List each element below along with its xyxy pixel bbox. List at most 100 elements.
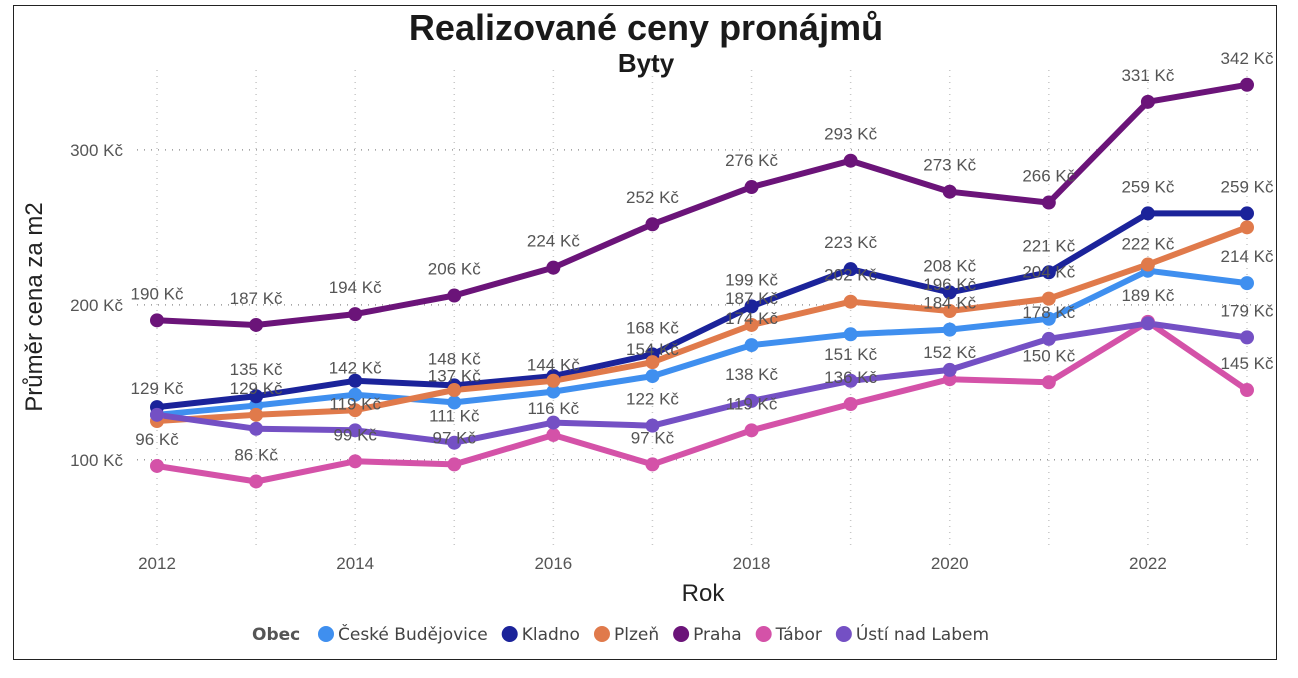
- data-label-tabor: 97 Kč: [631, 428, 675, 447]
- data-point-kladno: [744, 299, 759, 314]
- data-label-ceske-budejovice: 154 Kč: [626, 340, 679, 359]
- x-tick-label: 2014: [336, 554, 374, 573]
- data-point-usti-nad-labem: [645, 418, 660, 433]
- data-label-plzen: 129 Kč: [230, 379, 283, 398]
- y-tick-label: 100 Kč: [70, 451, 123, 470]
- x-tick-label: 2016: [534, 554, 572, 573]
- axes: 100 Kč 200 Kč 300 Kč 2012 2014 2016 2018 2020 20…: [70, 141, 1167, 573]
- data-point-ceske-budejovice: [447, 395, 462, 410]
- legend-item-label: Kladno: [522, 625, 580, 645]
- data-label-kladno: 223 Kč: [824, 233, 877, 252]
- series-line-kladno: [154, 210, 1250, 411]
- data-label-tabor: 145 Kč: [1221, 354, 1274, 373]
- data-label-tabor: 150 Kč: [1022, 346, 1075, 365]
- legend: Obec České Budějovice Kladno Plzeň Praha Táb…: [252, 623, 989, 645]
- legend-item-label: České Budějovice: [338, 623, 488, 645]
- data-labels: 129 Kč 142 Kč 137 Kč 144 Kč 154 Kč 174 Kč 184 …: [131, 49, 1274, 465]
- y-tick-label: 300 Kč: [70, 141, 123, 160]
- series-points: [150, 77, 1254, 489]
- data-label-praha: 331 Kč: [1121, 66, 1174, 85]
- data-label-usti-nad-labem: 178 Kč: [1022, 303, 1075, 322]
- data-point-usti-nad-labem: [1041, 331, 1056, 346]
- data-point-tabor: [843, 396, 858, 411]
- data-label-praha: 206 Kč: [428, 260, 481, 279]
- data-label-ceske-budejovice: 144 Kč: [527, 356, 580, 375]
- data-point-praha: [744, 180, 759, 195]
- legend-marker: [755, 626, 772, 642]
- data-point-usti-nad-labem: [942, 362, 957, 377]
- data-point-plzen: [744, 317, 759, 332]
- series-line-usti-nad-labem: [154, 320, 1250, 446]
- data-point-ceske-budejovice: [348, 387, 363, 402]
- data-label-tabor: 152 Kč: [923, 343, 976, 362]
- x-tick-label: 2020: [931, 554, 969, 573]
- data-label-ceske-budejovice: 184 Kč: [923, 294, 976, 313]
- data-point-plzen: [249, 407, 264, 422]
- data-point-plzen: [942, 304, 957, 319]
- data-label-praha: 194 Kč: [329, 278, 382, 297]
- data-label-tabor: 189 Kč: [1121, 286, 1174, 305]
- data-point-usti-nad-labem: [1240, 330, 1254, 345]
- x-tick-label: 2022: [1129, 554, 1167, 573]
- data-point-tabor: [744, 423, 759, 438]
- legend-marker: [501, 626, 518, 642]
- data-point-praha: [348, 307, 363, 322]
- x-tick-label: 2012: [138, 554, 176, 573]
- data-label-tabor: 96 Kč: [135, 430, 179, 449]
- data-label-tabor: 116 Kč: [528, 399, 580, 418]
- data-label-usti-nad-labem: 151 Kč: [824, 345, 877, 364]
- data-label-praha: 342 Kč: [1221, 49, 1274, 68]
- legend-marker: [835, 626, 852, 642]
- legend-item-label: Plzeň: [614, 625, 659, 645]
- data-point-praha: [942, 184, 957, 199]
- data-point-praha: [447, 288, 462, 303]
- data-label-praha: 276 Kč: [725, 151, 778, 170]
- y-tick-label: 200 Kč: [70, 296, 123, 315]
- data-point-usti-nad-labem: [843, 373, 858, 388]
- legend-marker: [673, 626, 690, 642]
- data-label-kladno: 168 Kč: [626, 318, 679, 337]
- data-point-kladno: [348, 373, 363, 388]
- data-point-plzen: [348, 403, 363, 418]
- chart-frame: [13, 5, 1277, 660]
- data-point-ceske-budejovice: [942, 322, 957, 337]
- data-point-kladno: [1140, 206, 1155, 221]
- data-point-tabor: [645, 457, 660, 472]
- legend-marker: [593, 626, 610, 642]
- data-label-usti-nad-labem: 111 Kč: [429, 407, 480, 426]
- data-point-tabor: [1041, 375, 1056, 390]
- data-point-praha: [1041, 195, 1056, 210]
- data-point-ceske-budejovice: [1240, 276, 1254, 291]
- data-point-plzen: [447, 383, 462, 398]
- data-label-kladno: 208 Kč: [923, 256, 976, 275]
- data-label-praha: 187 Kč: [230, 289, 283, 308]
- data-point-praha: [249, 317, 264, 332]
- data-label-praha: 190 Kč: [131, 284, 184, 303]
- data-point-tabor: [1240, 383, 1254, 398]
- data-point-ceske-budejovice: [645, 369, 660, 384]
- data-label-kladno: 259 Kč: [1221, 177, 1274, 196]
- data-point-usti-nad-labem: [744, 393, 759, 408]
- legend-item-label: Ústí nad Labem: [856, 623, 989, 645]
- data-label-praha: 273 Kč: [923, 156, 976, 175]
- data-point-kladno: [942, 285, 957, 300]
- data-point-usti-nad-labem: [546, 415, 561, 430]
- data-point-usti-nad-labem: [348, 423, 363, 438]
- legend-marker: [318, 626, 334, 642]
- chart-title: Realizované ceny pronájmů: [409, 7, 883, 48]
- data-point-praha: [1240, 77, 1254, 92]
- data-label-ceske-budejovice: 142 Kč: [329, 359, 382, 378]
- series-line-tabor: [154, 318, 1250, 485]
- data-label-kladno: 148 Kč: [428, 349, 481, 368]
- series-line-praha: [154, 81, 1250, 328]
- data-label-usti-nad-labem: 179 Kč: [1221, 301, 1274, 320]
- legend-item-label: Praha: [693, 625, 742, 645]
- chart-subtitle: Byty: [618, 48, 675, 78]
- data-label-usti-nad-labem: 122 Kč: [626, 390, 679, 409]
- data-point-tabor: [249, 474, 264, 489]
- data-label-plzen: 202 Kč: [824, 266, 877, 285]
- data-point-kladno: [249, 389, 264, 404]
- data-point-kladno: [1240, 206, 1254, 221]
- data-label-praha: 266 Kč: [1022, 167, 1075, 186]
